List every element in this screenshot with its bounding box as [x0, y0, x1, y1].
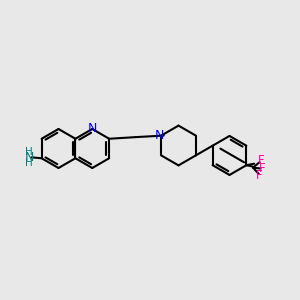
- Text: N: N: [24, 151, 34, 164]
- Text: F: F: [259, 162, 265, 175]
- Text: N: N: [88, 122, 97, 136]
- Text: F: F: [256, 169, 263, 182]
- Text: N: N: [155, 129, 164, 142]
- Text: H: H: [25, 158, 33, 168]
- Text: H: H: [25, 147, 33, 157]
- Text: F: F: [257, 154, 264, 167]
